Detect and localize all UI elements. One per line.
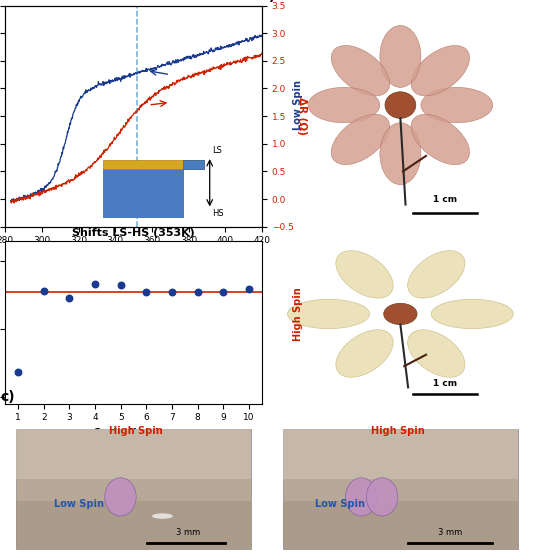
Text: 1 cm: 1 cm [433,195,457,204]
X-axis label: T (K): T (K) [120,251,148,261]
Text: 1 cm: 1 cm [433,379,457,388]
Ellipse shape [380,26,421,87]
Point [219,288,227,297]
Ellipse shape [331,45,390,96]
Point [65,293,74,302]
Ellipse shape [345,478,377,516]
FancyBboxPatch shape [16,428,252,549]
Ellipse shape [421,87,493,123]
Ellipse shape [287,299,370,329]
Ellipse shape [407,330,465,377]
Ellipse shape [331,114,390,165]
Point [14,368,22,377]
FancyBboxPatch shape [16,501,252,549]
Ellipse shape [385,92,416,118]
Text: Low Spin: Low Spin [293,80,303,130]
Title: Shifts LS-HS (353K): Shifts LS-HS (353K) [72,228,195,239]
Text: 3 mm: 3 mm [438,528,462,537]
Point [168,287,176,296]
Text: High Spin: High Spin [293,287,303,341]
Ellipse shape [336,330,393,377]
Text: High Spin: High Spin [371,426,425,436]
X-axis label: Cycle Number: Cycle Number [93,428,175,438]
Text: 3 mm: 3 mm [176,528,201,537]
FancyBboxPatch shape [16,428,252,479]
Ellipse shape [384,304,417,325]
Text: c): c) [0,390,15,404]
Text: d): d) [260,0,276,3]
Ellipse shape [407,251,465,298]
Point [91,279,99,288]
Ellipse shape [152,514,173,519]
FancyBboxPatch shape [282,428,518,479]
Ellipse shape [366,478,398,516]
Point [193,287,202,296]
Ellipse shape [308,87,380,123]
Ellipse shape [380,123,421,185]
Point [40,286,48,295]
Point [245,285,253,294]
Ellipse shape [431,299,513,329]
Point [142,287,151,296]
FancyBboxPatch shape [282,501,518,549]
Ellipse shape [411,114,469,165]
Point [116,281,125,290]
Text: Low Spin: Low Spin [53,498,104,508]
Text: High Spin: High Spin [109,426,163,436]
Ellipse shape [411,45,469,96]
FancyBboxPatch shape [282,428,518,549]
Ellipse shape [105,478,136,516]
Ellipse shape [336,251,393,298]
Y-axis label: ΔR (Ω): ΔR (Ω) [297,97,308,135]
Text: Low Spin: Low Spin [315,498,365,508]
